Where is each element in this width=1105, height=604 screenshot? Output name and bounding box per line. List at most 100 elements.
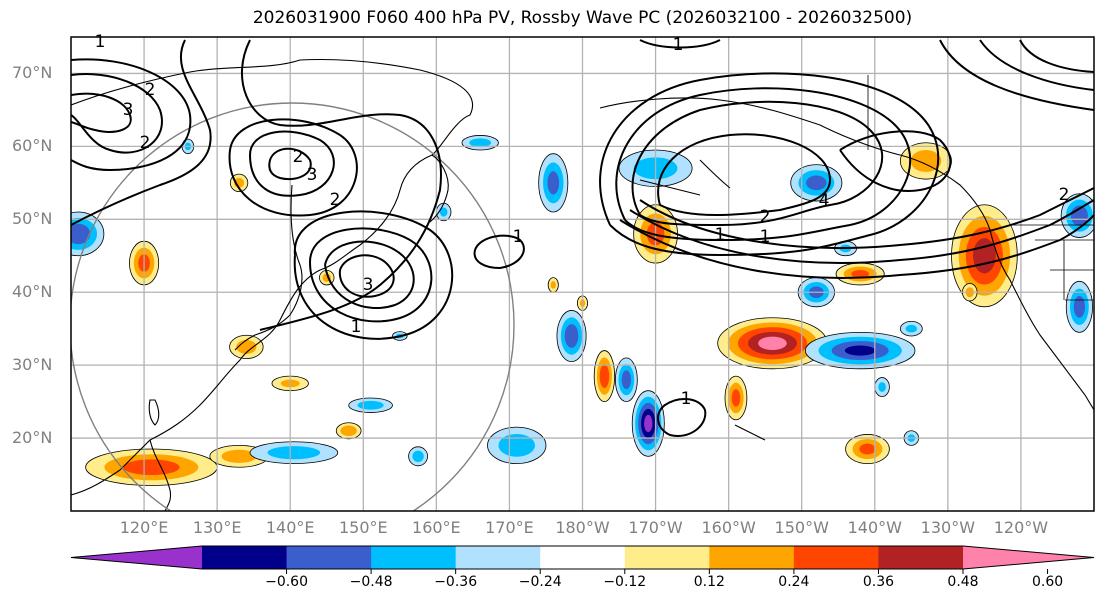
shading-level xyxy=(550,281,556,289)
colorbar-segment xyxy=(624,546,710,569)
coastline-alaska xyxy=(599,97,1094,411)
pv-contour-line xyxy=(293,210,454,340)
colorbar-outline xyxy=(70,545,1095,570)
shading-level xyxy=(851,269,870,279)
shading-level xyxy=(123,459,180,476)
colorbar-segment xyxy=(709,546,795,569)
shading-level xyxy=(412,450,424,462)
positive-anomaly-blob xyxy=(835,262,885,286)
pv-contour-line xyxy=(639,39,721,49)
pv-contour-line xyxy=(71,92,132,133)
negative-anomaly-blob xyxy=(556,310,587,362)
negative-anomaly-blob xyxy=(249,441,339,465)
contour-label: 1 xyxy=(681,389,692,409)
colorbar-segment xyxy=(793,546,879,569)
shading-level xyxy=(357,400,384,410)
longitude-tick-label: 180°W xyxy=(555,518,610,537)
pv-contour-line xyxy=(473,234,525,270)
pv-contour-line xyxy=(268,147,312,180)
shading-level xyxy=(878,382,886,392)
shading-level xyxy=(973,238,996,274)
contour-label: 2 xyxy=(330,190,341,210)
positive-anomaly-blob xyxy=(717,317,828,370)
longitude-tick-label: 120°E xyxy=(119,518,169,537)
map-frame xyxy=(70,36,1095,512)
coastlines xyxy=(71,58,1094,511)
shading-level xyxy=(758,336,787,350)
pv-contour-line xyxy=(338,254,395,298)
latitude-tick-label: 20°N xyxy=(12,428,53,448)
shading-level xyxy=(267,446,321,460)
positive-anomaly-blob xyxy=(951,204,1018,308)
pv-contour-line xyxy=(629,199,1094,264)
negative-anomaly-blob xyxy=(804,331,916,370)
longitude-tick-label: 170°E xyxy=(485,518,534,537)
positive-anomaly-blob xyxy=(724,375,748,421)
negative-anomaly-blob xyxy=(874,377,890,397)
coastline-japan xyxy=(234,184,303,351)
longitude-tick-label: 160°W xyxy=(701,518,756,537)
negative-anomaly-blob xyxy=(538,153,569,213)
latitude-tick-label: 70°N xyxy=(12,63,53,83)
negative-anomaly-blob xyxy=(71,211,105,257)
pv-contour-line xyxy=(71,58,192,172)
pv-contours xyxy=(71,39,1094,437)
colorbar-tick-label: −0.24 xyxy=(518,574,562,590)
coastline-hawaii xyxy=(734,424,766,441)
contour-label: 2 xyxy=(293,147,304,167)
contour-label: 2 xyxy=(1059,185,1070,205)
negative-anomaly-blob xyxy=(461,135,499,151)
pv-contour-line xyxy=(249,130,335,197)
contour-label: 4 xyxy=(819,191,830,211)
contour-label: 2 xyxy=(145,80,156,100)
coastline-taiwan xyxy=(148,399,160,426)
pv-contour-line xyxy=(71,39,212,226)
colorbar-segment xyxy=(455,546,541,569)
positive-anomaly-blob xyxy=(547,277,559,293)
contour-label: 2 xyxy=(140,133,151,153)
longitude-tick-label: 130°W xyxy=(920,518,976,537)
positive-anomaly-blob xyxy=(85,448,218,486)
pv-contour-line xyxy=(615,87,912,242)
contour-label: 3 xyxy=(307,165,318,185)
shading-level xyxy=(910,150,942,172)
colorbar-tick-label: 0.48 xyxy=(947,574,979,590)
coastline-asia xyxy=(71,58,474,496)
pv-contour-line xyxy=(324,240,415,310)
shading-level xyxy=(547,171,560,195)
colorbar-tick-label: 0.24 xyxy=(778,574,810,590)
shading-level xyxy=(564,324,579,348)
contour-label: 3 xyxy=(363,275,374,295)
positive-anomaly-blob xyxy=(229,334,264,359)
colorbar-tick-label: −0.36 xyxy=(434,574,478,590)
shading-level xyxy=(221,449,257,463)
negative-anomaly-blob xyxy=(631,390,665,457)
negative-anomaly-blob xyxy=(614,357,638,403)
shading-level xyxy=(1073,295,1086,318)
longitude-tick-label: 150°E xyxy=(338,518,388,537)
colorbar-segment xyxy=(878,546,964,569)
longitude-tick-label: 120°W xyxy=(993,518,1049,537)
longitude-tick-label: 170°W xyxy=(628,518,683,537)
shading-level xyxy=(71,223,91,245)
colorbar-segment xyxy=(286,546,372,569)
shading-level xyxy=(844,345,876,356)
pv-contour-line xyxy=(657,398,707,437)
negative-anomaly-blob xyxy=(790,164,843,202)
contour-label: 1 xyxy=(715,225,726,245)
shading-level xyxy=(621,370,632,390)
shading-level xyxy=(340,425,357,437)
contour-label: 1 xyxy=(673,35,684,55)
longitude-tick-label: 140°W xyxy=(847,518,902,537)
colorbar-tick-label: −0.48 xyxy=(349,574,393,590)
pv-contour-line xyxy=(979,39,1094,91)
shading-level xyxy=(905,324,918,333)
pv-contour-line xyxy=(639,187,1094,249)
shading-level xyxy=(859,443,876,455)
pv-contour-line xyxy=(71,73,163,154)
shading-level xyxy=(644,414,653,433)
border-us-states xyxy=(1035,239,1094,301)
latitude-tick-label: 40°N xyxy=(12,282,53,302)
